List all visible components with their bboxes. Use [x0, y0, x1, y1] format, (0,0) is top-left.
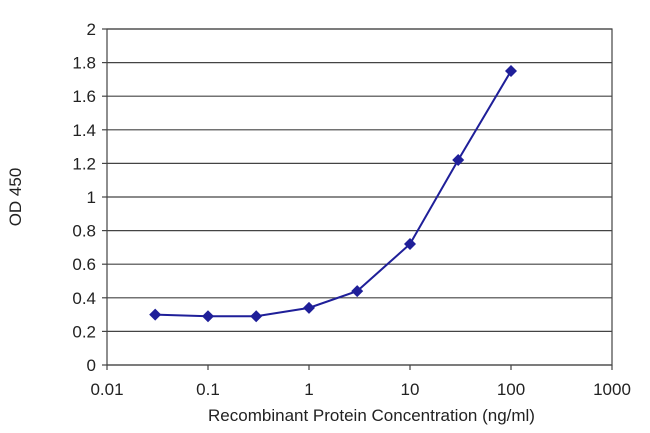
x-tick-label: 0.1	[196, 380, 220, 399]
x-tick-label: 100	[497, 380, 525, 399]
data-point	[452, 154, 465, 167]
data-point	[303, 301, 315, 314]
x-axis-ticks: 0.01 0.1 1 10 100 1000	[90, 365, 631, 399]
data-point	[404, 238, 416, 251]
data-point	[250, 310, 263, 323]
y-tick-label: 1.6	[72, 87, 96, 106]
y-tick-label: 0	[87, 356, 96, 375]
series	[149, 65, 517, 323]
y-tick-label: 2	[87, 20, 96, 39]
x-tick-label: 10	[401, 380, 420, 399]
y-tick-label: 1.2	[72, 154, 96, 173]
y-tick-label: 1.8	[72, 54, 96, 73]
y-tick-label: 0.4	[72, 289, 96, 308]
data-point	[505, 65, 517, 77]
x-axis-label: Recombinant Protein Concentration (ng/ml…	[208, 406, 535, 425]
data-point	[149, 308, 162, 321]
y-tick-label: 1.4	[72, 121, 96, 140]
data-point	[202, 310, 214, 323]
x-tick-label: 1000	[593, 380, 631, 399]
y-tick-label: 0.8	[72, 222, 96, 241]
y-tick-label: 0.6	[72, 255, 96, 274]
y-tick-label: 1	[87, 188, 96, 207]
y-tick-label: 0.2	[72, 322, 96, 341]
data-point	[351, 285, 364, 298]
x-tick-label: 1	[304, 380, 313, 399]
x-tick-label: 0.01	[90, 380, 123, 399]
y-axis-label: OD 450	[6, 168, 25, 227]
series-line	[155, 70, 512, 318]
y-axis-ticks: 0 0.2 0.4 0.6 0.8 1 1.2 1.4 1.6 1.8 2	[72, 20, 107, 375]
